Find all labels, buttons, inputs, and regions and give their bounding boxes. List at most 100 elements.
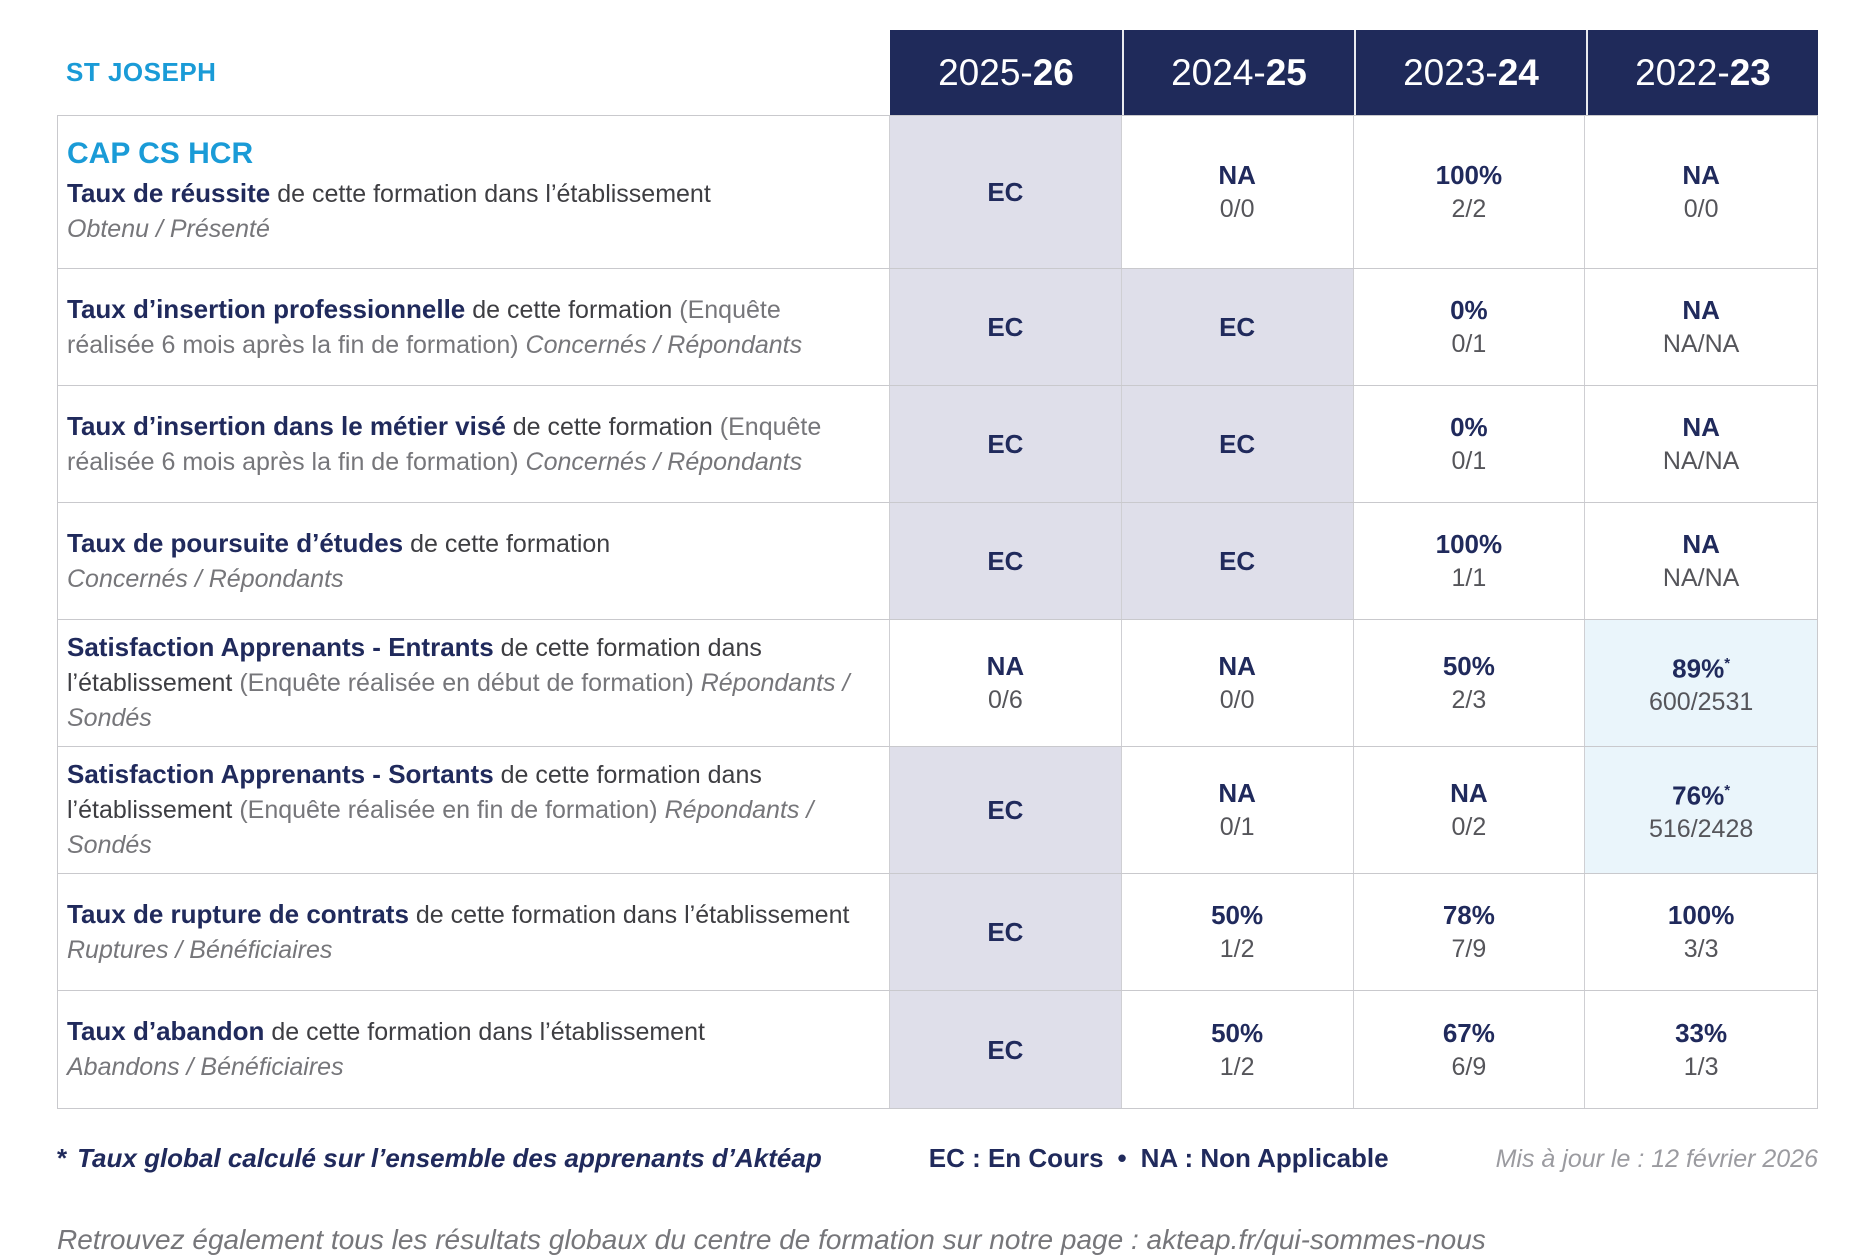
year-prefix: 2024-	[1171, 51, 1266, 93]
value-cell: EC	[890, 503, 1122, 619]
year-prefix: 2022-	[1635, 51, 1730, 93]
cell-value: 50%	[1211, 1016, 1263, 1050]
cell-subvalue: 1/2	[1219, 935, 1255, 963]
row-label-text: Satisfaction Apprenants - Entrants de ce…	[67, 630, 873, 736]
global-rate-footnote: * Taux global calculé sur l’ensemble des …	[57, 1143, 822, 1174]
row-label-text: Taux de réussite de cette formation dans…	[67, 176, 873, 247]
cell-subvalue: 1/1	[1451, 564, 1487, 592]
value-cell: EC	[890, 386, 1122, 502]
cell-value: NA	[1450, 776, 1488, 810]
cell-subvalue: 0/2	[1451, 813, 1487, 841]
cell-value-text: 33%	[1675, 1017, 1728, 1048]
label-description: de cette formation dans l’établissement	[408, 900, 850, 929]
label-parenthetical: (Enquête réalisée 6 mois après la fin de…	[67, 412, 822, 476]
cell-value-text: NA	[1682, 160, 1720, 190]
cell-value-text: NA	[986, 651, 1025, 681]
cell-subvalue: 6/9	[1451, 1052, 1487, 1081]
cell-value: NA	[1682, 293, 1720, 327]
cell-value-text: 0%	[1450, 412, 1488, 442]
cell-value: EC	[987, 175, 1023, 209]
label-sublabel: Concernés / Répondants	[525, 447, 803, 476]
website-url[interactable]: akteap.fr/qui-sommes-nous	[1146, 1224, 1486, 1255]
value-cell: 100% 3/3	[1585, 874, 1817, 990]
cell-value: 100%	[1436, 527, 1503, 561]
row-label-text: Taux d’abandon de cette formation dans l…	[67, 1014, 873, 1085]
cell-value-text: 78%	[1442, 900, 1495, 930]
label-description: de cette formation dans l’établissement	[270, 180, 711, 208]
value-cell: EC	[890, 747, 1122, 873]
year-column-header: 2025- 26	[890, 30, 1122, 115]
asterisk-marker: *	[1724, 781, 1731, 799]
value-cell: EC	[890, 116, 1122, 268]
cell-value-text: 100%	[1435, 529, 1503, 559]
label-title: Taux de poursuite d’études	[67, 527, 404, 558]
legend-na: NA : Non Applicable	[1140, 1143, 1389, 1173]
label-sublabel: Ruptures / Bénéficiaires	[67, 935, 333, 964]
footnote-marker: *	[57, 1143, 68, 1173]
cell-value-text: 50%	[1211, 900, 1264, 930]
cell-value: NA	[1682, 158, 1720, 192]
table-row: Taux de rupture de contrats de cette for…	[58, 874, 1817, 991]
table-row: Satisfaction Apprenants - Entrants de ce…	[58, 620, 1817, 747]
label-description: de cette formation	[403, 529, 611, 558]
label-title: Taux de rupture de contrats	[67, 898, 409, 929]
year-prefix: 2023-	[1403, 51, 1498, 93]
value-cell: NA 0/1	[1121, 747, 1354, 873]
year-suffix: 25	[1265, 51, 1307, 93]
legend-ec: EC : En Cours	[928, 1143, 1104, 1173]
value-cell: 0% 0/1	[1353, 386, 1586, 502]
row-label: Taux de poursuite d’études de cette form…	[58, 503, 890, 619]
label-title: Taux d’abandon	[67, 1016, 265, 1046]
label-parenthetical: (Enquête réalisée en fin de formation)	[239, 796, 665, 824]
footnote-row: * Taux global calculé sur l’ensemble des …	[57, 1143, 1818, 1174]
label-sublabel: Répondants / Sondés	[67, 796, 814, 859]
cell-value-text: 50%	[1211, 1017, 1264, 1048]
cell-value: 67%	[1443, 1016, 1495, 1050]
row-label: Taux de rupture de contrats de cette for…	[58, 874, 890, 990]
row-label: Taux d’abandon de cette formation dans l…	[58, 991, 890, 1108]
row-label: Satisfaction Apprenants - Entrants de ce…	[58, 620, 890, 746]
cell-value: 76%*	[1672, 774, 1730, 813]
cell-value-text: EC	[1219, 546, 1256, 576]
cell-value-text: NA	[1682, 529, 1720, 559]
establishment-cell: ST JOSEPH	[57, 30, 890, 115]
cell-value-text: 67%	[1442, 1017, 1495, 1048]
year-column-header: 2023- 24	[1354, 30, 1586, 115]
cell-subvalue: 7/9	[1451, 935, 1487, 963]
label-sublabel: Abandons / Bénéficiaires	[67, 1053, 344, 1081]
cell-value-text: 0%	[1450, 295, 1488, 325]
cell-subvalue: 2/2	[1451, 195, 1487, 223]
row-label: Satisfaction Apprenants - Sortants de ce…	[58, 747, 890, 873]
cell-value-text: EC	[987, 795, 1024, 825]
cell-value-text: EC	[987, 312, 1024, 342]
cell-value-text: NA	[1682, 412, 1720, 442]
cell-value: NA	[1218, 649, 1256, 683]
table-row: Satisfaction Apprenants - Sortants de ce…	[58, 747, 1817, 874]
value-cell: 67% 6/9	[1353, 991, 1586, 1108]
cell-subvalue: NA/NA	[1662, 447, 1740, 475]
footnote-text: Taux global calculé sur l’ensemble des a…	[77, 1143, 822, 1173]
value-cell: NA NA/NA	[1585, 386, 1817, 502]
table-row: Taux d’abandon de cette formation dans l…	[58, 991, 1817, 1108]
label-sublabel: Concernés / Répondants	[67, 564, 344, 593]
label-sublabel: Répondants / Sondés	[67, 669, 850, 732]
label-title: Satisfaction Apprenants - Entrants	[67, 632, 494, 662]
label-title: Taux de réussite	[67, 178, 271, 208]
label-description: de cette formation	[465, 295, 680, 324]
year-suffix: 26	[1032, 51, 1074, 93]
cell-value-text: 89%	[1672, 653, 1725, 684]
cell-value: 0%	[1450, 293, 1488, 327]
bottom-note: Retrouvez également tous les résultats g…	[57, 1224, 1818, 1256]
abbreviation-legend: EC : En Cours • NA : Non Applicable	[929, 1143, 1389, 1174]
label-description: de cette formation dans l’établissement	[264, 1018, 705, 1046]
year-suffix: 24	[1497, 51, 1539, 93]
cell-value: EC	[987, 544, 1023, 578]
cell-value-text: 100%	[1667, 900, 1735, 930]
value-cell: NA 0/0	[1121, 620, 1354, 746]
cell-value: EC	[1219, 310, 1255, 344]
cell-subvalue: 2/3	[1451, 686, 1487, 714]
value-cell: 76%* 516/2428	[1585, 747, 1817, 873]
legend-separator: •	[1117, 1143, 1127, 1173]
cell-subvalue: 0/1	[1451, 330, 1487, 358]
label-description: de cette formation dans l’établissement	[67, 634, 762, 697]
